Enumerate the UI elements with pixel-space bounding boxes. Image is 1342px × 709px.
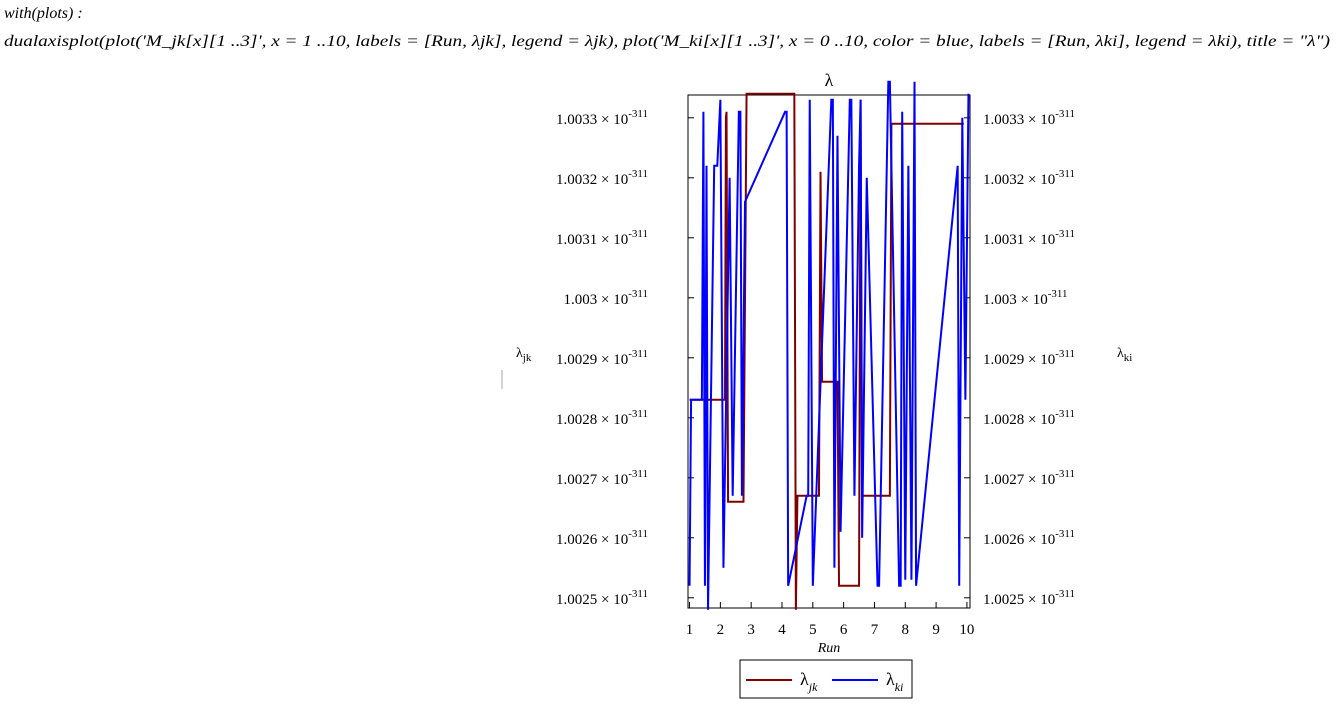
y-tick-label: 1.0029 × 10 xyxy=(556,352,628,368)
y-tick-label: 1.0033 × 10 xyxy=(983,112,1055,128)
legend-label: λjk xyxy=(800,669,818,694)
y-tick-label: 1.0027 × 10-311 xyxy=(556,468,648,488)
y2-axis-label: λ xyxy=(1117,346,1124,361)
x-tick-label: 7 xyxy=(871,622,879,638)
y-tick-exponent: -311 xyxy=(1048,288,1068,300)
y-tick-exponent: -311 xyxy=(628,288,648,300)
y-tick-label: 1.0028 × 10 xyxy=(983,412,1055,428)
y-tick-label: 1.0032 × 10 xyxy=(983,172,1055,188)
y-tick-label: 1.0026 × 10-311 xyxy=(983,528,1075,548)
y-tick-label: 1.0025 × 10-311 xyxy=(983,588,1075,608)
y-tick-exponent: -311 xyxy=(1055,468,1075,480)
x-tick-label: 8 xyxy=(902,622,910,638)
y-tick-label: 1.003 × 10 xyxy=(983,292,1048,308)
y-tick-label: 1.0031 × 10-311 xyxy=(556,228,648,248)
y-tick-exponent: -311 xyxy=(628,228,648,240)
y-tick-label: 1.003 × 10-311 xyxy=(564,288,648,308)
y-tick-label: 1.0029 × 10 xyxy=(983,352,1055,368)
y-tick-label: 1.0033 × 10 xyxy=(556,112,628,128)
y-tick-label: 1.0026 × 10 xyxy=(983,532,1055,548)
y-tick-label: 1.0031 × 10 xyxy=(983,232,1055,248)
legend-label: λki xyxy=(886,669,903,694)
legend-label: λ xyxy=(886,669,895,689)
y-tick-label: 1.0032 × 10-311 xyxy=(983,168,1075,188)
y-tick-label: 1.0027 × 10 xyxy=(556,472,628,488)
x-tick-label: 2 xyxy=(717,622,725,638)
y-tick-exponent: -311 xyxy=(1055,348,1075,360)
plot-frame xyxy=(687,94,971,609)
y-tick-exponent: -311 xyxy=(1055,168,1075,180)
y-tick-exponent: -311 xyxy=(628,408,648,420)
y-tick-label: 1.0033 × 10-311 xyxy=(556,108,648,128)
y-tick-label: 1.0028 × 10 xyxy=(556,412,628,428)
y-tick-label: 1.0026 × 10-311 xyxy=(556,528,648,548)
y-tick-exponent: -311 xyxy=(628,348,648,360)
y-tick-label: 1.0027 × 10-311 xyxy=(983,468,1075,488)
y-tick-exponent: -311 xyxy=(1055,108,1075,120)
y-tick-label: 1.0029 × 10-311 xyxy=(983,348,1075,368)
x-tick-label: 9 xyxy=(932,622,940,638)
data-line xyxy=(688,80,970,610)
y-tick-label: 1.0025 × 10 xyxy=(556,592,628,608)
x-axis-label: Run xyxy=(817,641,841,656)
y-tick-exponent: -311 xyxy=(628,468,648,480)
y-tick-label: 1.0025 × 10 xyxy=(983,592,1055,608)
input-line: dualaxisplot(plot('M_jk[x][1 ..3]', x = … xyxy=(4,33,1330,50)
legend-label-sub: ki xyxy=(895,680,904,694)
y-tick-label: 1.0027 × 10 xyxy=(983,472,1055,488)
input-line: with(plots) : xyxy=(4,5,83,22)
y-tick-exponent: -311 xyxy=(628,528,648,540)
y-tick-exponent: -311 xyxy=(628,588,648,600)
y-tick-label: 1.0028 × 10-311 xyxy=(556,408,648,428)
x-tick-label: 4 xyxy=(778,622,786,638)
x-tick-label: 5 xyxy=(809,622,817,638)
y-tick-exponent: -311 xyxy=(1055,528,1075,540)
x-tick-label: 6 xyxy=(840,622,848,638)
y-tick-label: 1.003 × 10 xyxy=(564,292,629,308)
y-axis-label: λ xyxy=(516,346,523,361)
chart-title: λ xyxy=(825,70,834,90)
y-tick-label: 1.0028 × 10-311 xyxy=(983,408,1075,428)
y-tick-label: 1.0031 × 10-311 xyxy=(983,228,1075,248)
y-tick-label: 1.0033 × 10-311 xyxy=(983,108,1075,128)
x-tick-label: 1 xyxy=(686,622,694,638)
y-tick-label: 1.003 × 10-311 xyxy=(983,288,1067,308)
y-tick-label: 1.0032 × 10 xyxy=(556,172,628,188)
y-tick-exponent: -311 xyxy=(1055,408,1075,420)
y-tick-exponent: -311 xyxy=(628,108,648,120)
y-tick-label: 1.0032 × 10-311 xyxy=(556,168,648,188)
y2-axis-label-sub: ki xyxy=(1124,352,1133,364)
legend-label: λ xyxy=(800,669,809,689)
x-tick-label: 10 xyxy=(959,622,974,638)
x-tick-label: 3 xyxy=(747,622,755,638)
y2-axis-label: λki xyxy=(1117,346,1132,364)
y-tick-exponent: -311 xyxy=(1055,228,1075,240)
y-tick-label: 1.0031 × 10 xyxy=(556,232,628,248)
y-tick-label: 1.0029 × 10-311 xyxy=(556,348,648,368)
y-tick-exponent: -311 xyxy=(1055,588,1075,600)
y-tick-exponent: -311 xyxy=(628,168,648,180)
y-axis-label-sub: jk xyxy=(522,352,532,364)
legend-label-sub: jk xyxy=(807,680,818,694)
y-tick-label: 1.0025 × 10-311 xyxy=(556,588,648,608)
y-axis-label: λjk xyxy=(516,346,532,364)
y-tick-label: 1.0026 × 10 xyxy=(556,532,628,548)
